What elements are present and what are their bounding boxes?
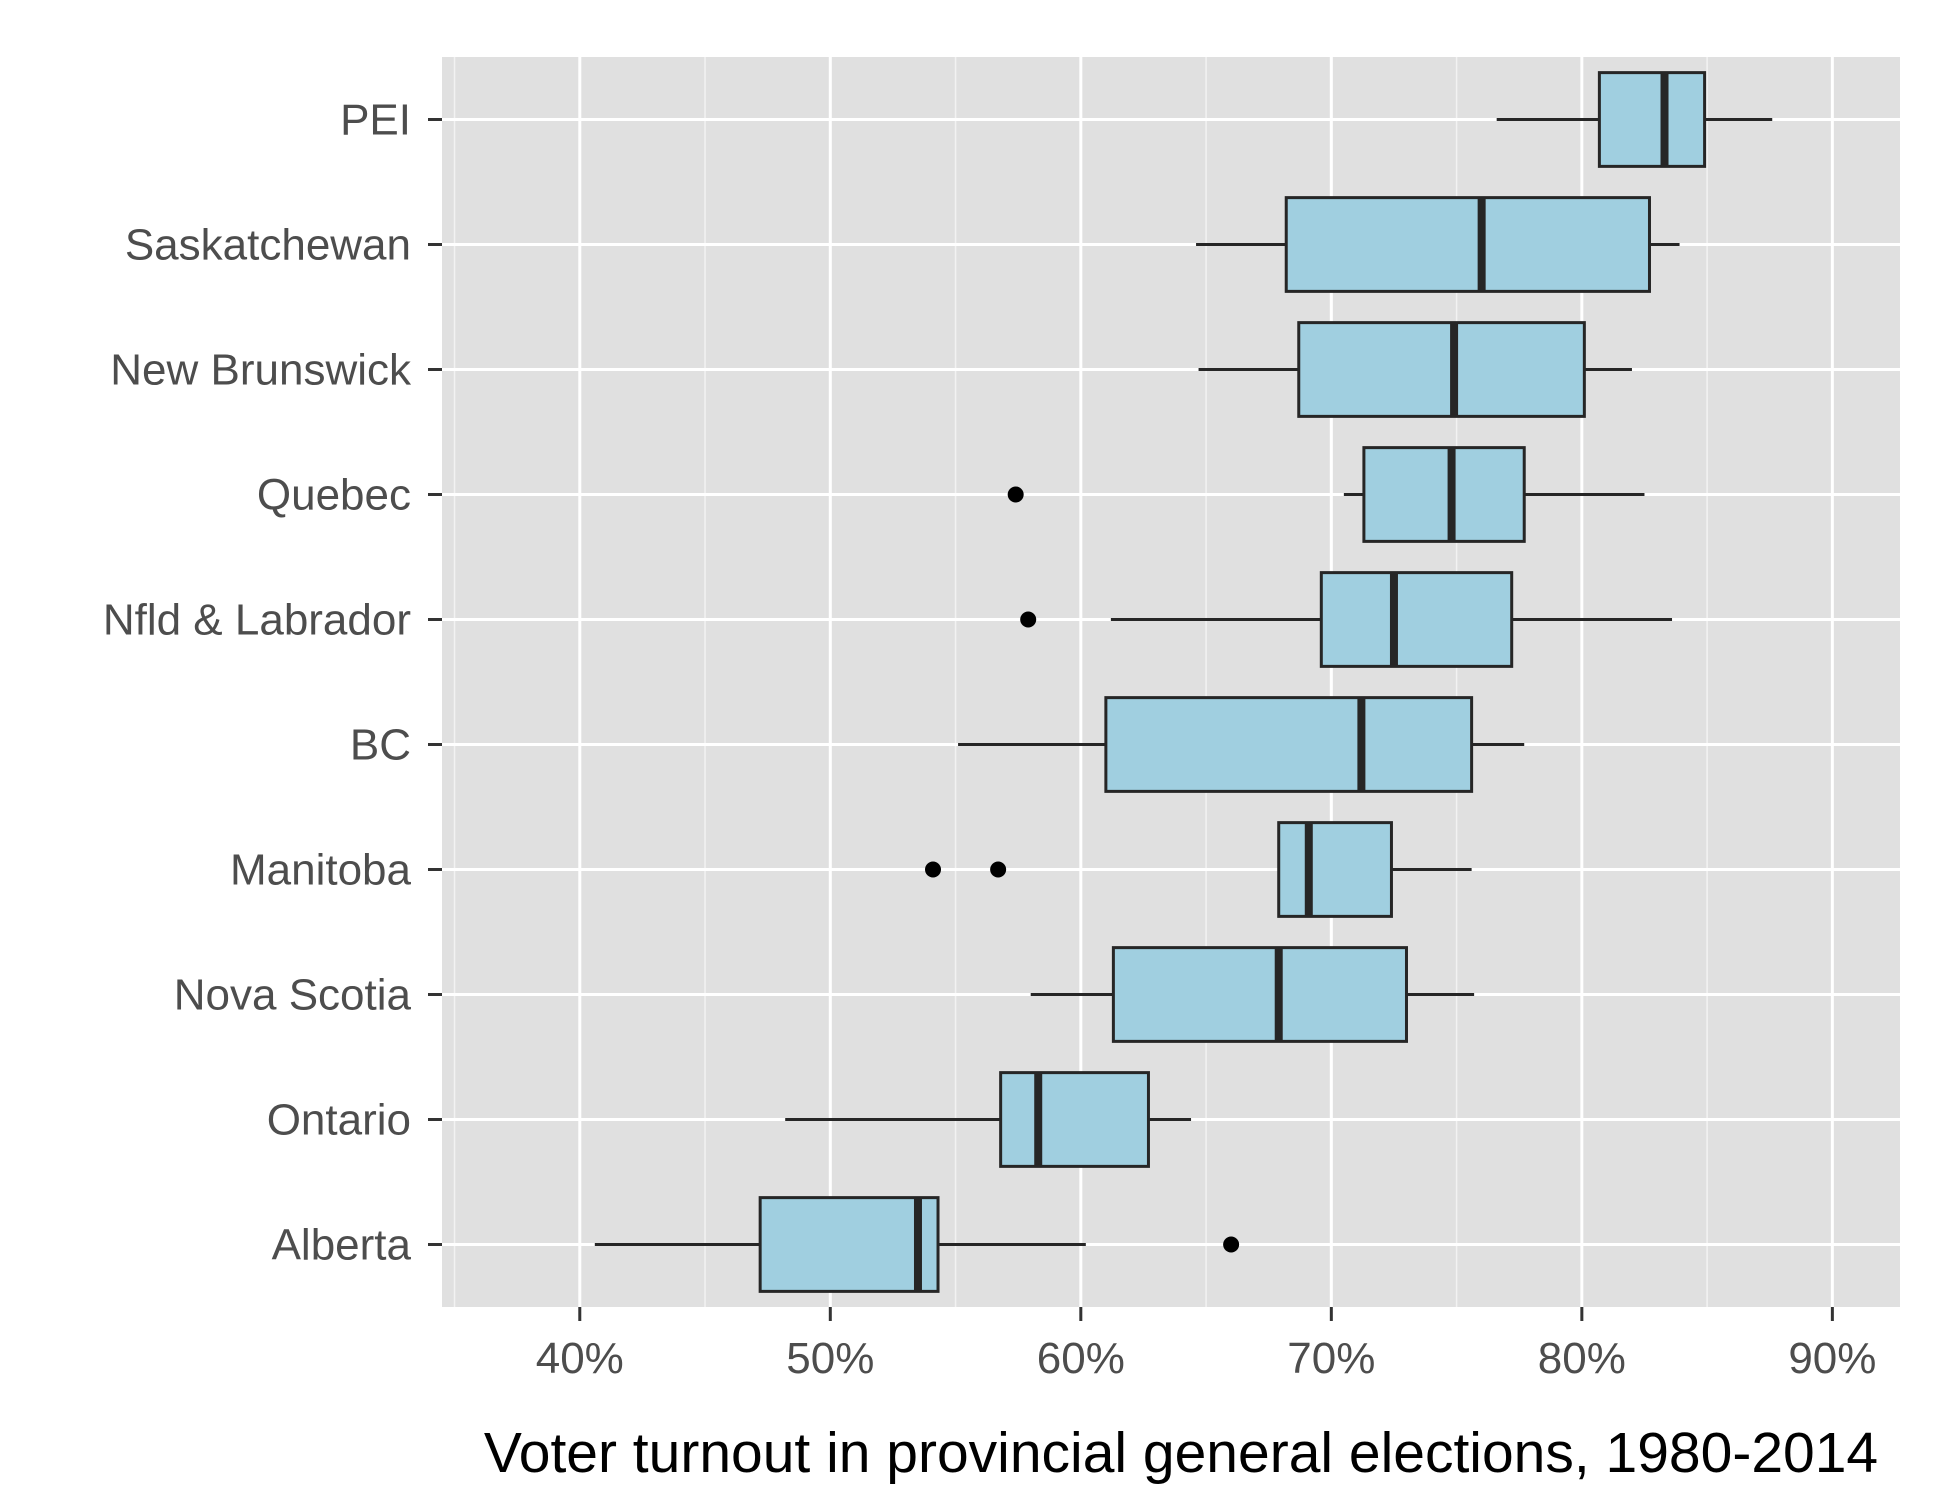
box-iqr bbox=[1104, 696, 1474, 793]
grid-minor bbox=[453, 57, 1708, 1307]
x-tick-label: 70% bbox=[1287, 1334, 1375, 1383]
box-alberta bbox=[594, 1196, 1240, 1293]
box-iqr bbox=[999, 1071, 1150, 1168]
y-tick-label: New Brunswick bbox=[110, 346, 412, 395]
x-axis-title: Voter turnout in provincial general elec… bbox=[484, 1421, 1878, 1485]
box-iqr bbox=[1284, 196, 1651, 293]
y-tick-label: Alberta bbox=[272, 1221, 412, 1270]
box-saskatchewan bbox=[1196, 196, 1680, 293]
box-iqr bbox=[758, 1196, 940, 1293]
box-iqr bbox=[1297, 321, 1586, 418]
y-tick-label: Ontario bbox=[267, 1096, 411, 1145]
x-tick-label: 50% bbox=[786, 1334, 874, 1383]
outlier-point bbox=[990, 861, 1007, 878]
grid-major bbox=[442, 57, 1900, 1307]
box-quebec bbox=[1007, 446, 1645, 543]
box-manitoba bbox=[925, 821, 1472, 918]
y-tick-label: Nfld & Labrador bbox=[103, 596, 411, 645]
y-tick-label: BC bbox=[350, 721, 411, 770]
box-iqr bbox=[1597, 71, 1707, 168]
x-axis: 40% 50% 60% 70% 80% 90% bbox=[536, 1307, 1876, 1383]
box-new-brunswick bbox=[1198, 321, 1632, 418]
box-nfld-labrador bbox=[1020, 571, 1673, 668]
box-pei bbox=[1496, 71, 1773, 168]
y-axis: PEI Saskatchewan New Brunswick Quebec Nfld &… bbox=[103, 96, 442, 1270]
boxes-layer bbox=[594, 71, 1773, 1293]
x-tick-label: 40% bbox=[536, 1334, 624, 1383]
box-iqr bbox=[1111, 946, 1408, 1043]
plot-panel bbox=[442, 57, 1900, 1307]
y-tick-label: Saskatchewan bbox=[125, 221, 411, 270]
outlier-point bbox=[1020, 611, 1037, 628]
box-iqr bbox=[1319, 571, 1514, 668]
y-tick-label: Manitoba bbox=[230, 846, 412, 895]
box-iqr bbox=[1277, 821, 1393, 918]
x-tick-label: 60% bbox=[1037, 1334, 1125, 1383]
outlier-point bbox=[1223, 1236, 1240, 1253]
y-tick-label: Quebec bbox=[257, 471, 411, 520]
box-bc bbox=[958, 696, 1525, 793]
outlier-point bbox=[925, 861, 942, 878]
x-tick-label: 80% bbox=[1538, 1334, 1626, 1383]
box-iqr bbox=[1362, 446, 1526, 543]
outlier-point bbox=[1007, 486, 1024, 503]
x-tick-label: 90% bbox=[1788, 1334, 1876, 1383]
y-tick-label: PEI bbox=[340, 96, 411, 145]
box-ontario bbox=[785, 1071, 1192, 1168]
y-tick-label: Nova Scotia bbox=[174, 971, 412, 1020]
box-nova-scotia bbox=[1030, 946, 1475, 1043]
